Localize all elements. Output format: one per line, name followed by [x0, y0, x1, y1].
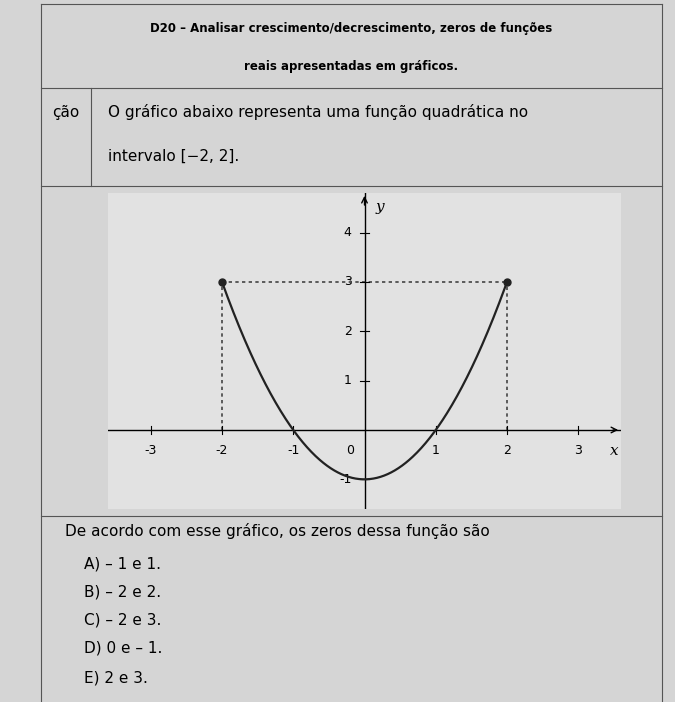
Text: -1: -1 — [287, 444, 300, 457]
Text: 4: 4 — [344, 226, 352, 239]
Text: D) 0 e – 1.: D) 0 e – 1. — [84, 641, 163, 656]
Text: intervalo [−2, 2].: intervalo [−2, 2]. — [108, 149, 240, 164]
Text: 0: 0 — [346, 444, 354, 457]
Text: 3: 3 — [574, 444, 582, 457]
Text: De acordo com esse gráfico, os zeros dessa função são: De acordo com esse gráfico, os zeros des… — [65, 524, 490, 539]
Text: D20 – Analisar crescimento/decrescimento, zeros de funções: D20 – Analisar crescimento/decrescimento… — [150, 22, 552, 35]
Text: 1: 1 — [344, 374, 352, 387]
Text: 3: 3 — [344, 275, 352, 289]
Text: -3: -3 — [144, 444, 157, 457]
Text: reais apresentadas em gráficos.: reais apresentadas em gráficos. — [244, 60, 458, 73]
Text: ção: ção — [52, 105, 80, 120]
Text: 1: 1 — [432, 444, 439, 457]
Text: C) – 2 e 3.: C) – 2 e 3. — [84, 613, 161, 628]
Text: 2: 2 — [344, 325, 352, 338]
Text: y: y — [376, 201, 385, 214]
Text: x: x — [610, 444, 618, 458]
Text: 2: 2 — [503, 444, 511, 457]
Text: -2: -2 — [216, 444, 228, 457]
Text: -1: -1 — [340, 473, 352, 486]
Text: O gráfico abaixo representa uma função quadrática no: O gráfico abaixo representa uma função q… — [108, 105, 529, 120]
Text: E) 2 e 3.: E) 2 e 3. — [84, 670, 148, 685]
Text: B) – 2 e 2.: B) – 2 e 2. — [84, 585, 161, 600]
Text: A) – 1 e 1.: A) – 1 e 1. — [84, 557, 161, 572]
